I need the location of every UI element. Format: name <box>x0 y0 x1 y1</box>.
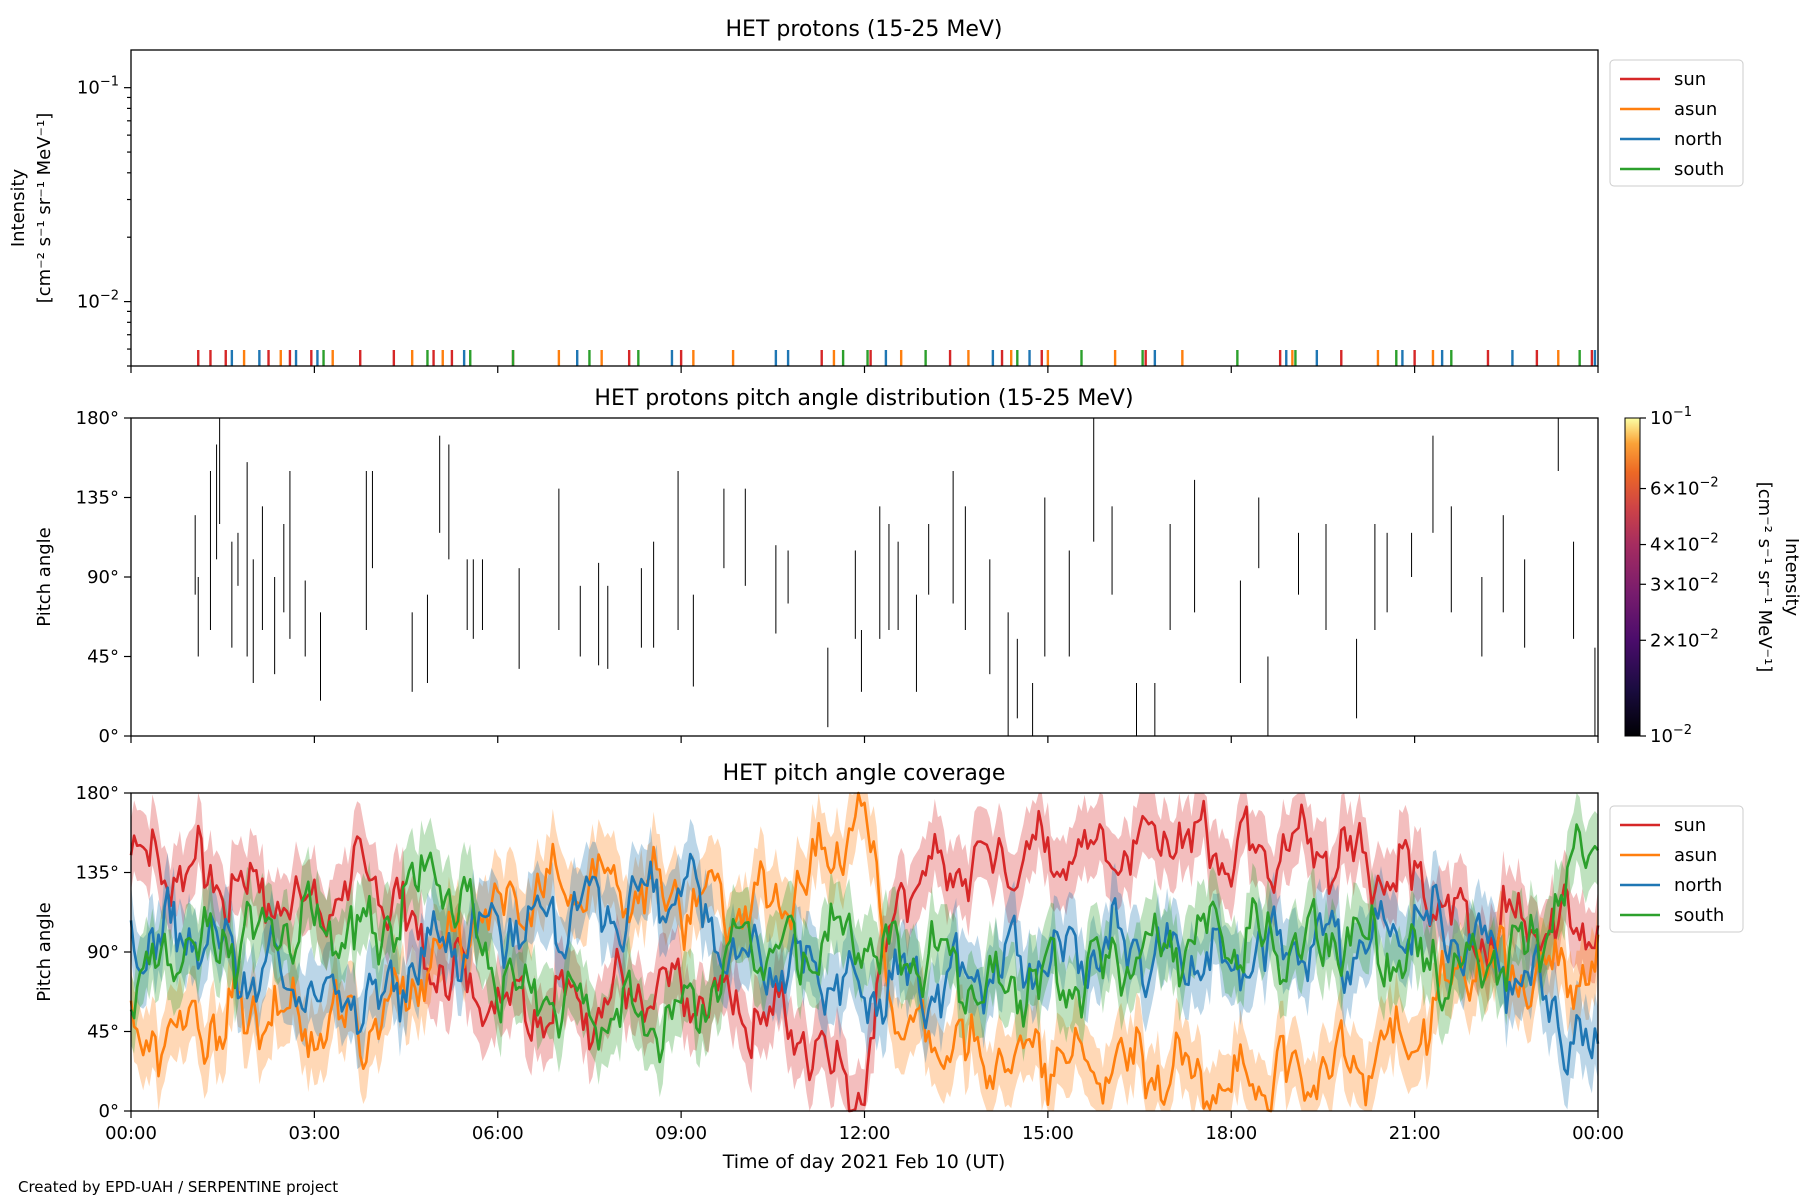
colorbar-tick-label: 6×10−2 <box>1650 476 1719 500</box>
legend-label-asun: asun <box>1674 845 1717 866</box>
intensity-plot-frame <box>130 49 1599 367</box>
pad-colorbar <box>1624 417 1641 737</box>
coverage-line-north <box>129 852 1600 1076</box>
coverage-panel-title: HET pitch angle coverage <box>723 761 1006 786</box>
pad-colorbar-units: [cm⁻² s⁻¹ sr⁻¹ MeV⁻¹] <box>1754 482 1775 673</box>
coverage-line-asun <box>129 791 1600 1113</box>
coverage-y-tick-label: 0° <box>99 1101 119 1122</box>
legend-box <box>1609 59 1744 187</box>
x-tick-label: 09:00 <box>655 1123 707 1144</box>
coverage-line-sun <box>129 799 1600 1113</box>
coverage-panel: HET pitch angle coverage 0° 45° 90° 135° 180… <box>34 761 1744 1173</box>
colorbar-tick-label: 2×10−2 <box>1650 627 1719 651</box>
coverage-y-ticks: 0° 45° 90° 135° 180° <box>76 783 131 1122</box>
legend-label-south: south <box>1674 905 1724 926</box>
intensity-y-tick-label: 10−2 <box>77 289 119 313</box>
pad-y-tick-label: 90° <box>87 567 119 588</box>
coverage-line-south <box>129 823 1600 1064</box>
intensity-y-units: [cm⁻² s⁻¹ sr⁻¹ MeV⁻¹] <box>34 113 55 304</box>
intensity-legend: sun asun north south <box>1609 59 1744 187</box>
x-tick-label: 00:00 <box>1572 1123 1624 1144</box>
pad-y-tick-label: 0° <box>99 726 119 747</box>
footer-credit: Created by EPD-UAH / SERPENTINE project <box>18 1178 339 1196</box>
coverage-band-sun <box>131 793 1598 1111</box>
intensity-y-label: Intensity <box>8 168 29 247</box>
coverage-y-tick-label: 45° <box>87 1022 119 1043</box>
colorbar-tick-label: 10−1 <box>1650 405 1692 429</box>
coverage-lines-group <box>129 791 1600 1113</box>
x-tick-label: 18:00 <box>1205 1123 1257 1144</box>
x-tick-label: 06:00 <box>472 1123 524 1144</box>
pad-y-tick-label: 135° <box>76 488 119 509</box>
colorbar-tick-label: 4×10−2 <box>1650 532 1719 556</box>
x-tick-label: 15:00 <box>1022 1123 1074 1144</box>
pad-y-tick-label: 45° <box>87 647 119 668</box>
intensity-y-ticks: 10−210−1 <box>77 75 131 367</box>
pad-segments-group <box>194 418 1596 736</box>
x-tick-label: 21:00 <box>1389 1123 1441 1144</box>
legend-label-north: north <box>1674 875 1722 896</box>
pad-panel-title: HET protons pitch angle distribution (15… <box>594 386 1133 411</box>
coverage-y-tick-label: 90° <box>87 942 119 963</box>
intensity-y-tick-label-exponent: −2 <box>100 289 119 304</box>
pad-colorbar-ticks: 10−2 2×10−2 3×10−2 4×10−2 6×10−2 10−1 <box>1640 405 1719 747</box>
coverage-y-tick-label: 180° <box>76 783 119 804</box>
legend-label-asun: asun <box>1674 99 1717 120</box>
coverage-x-ticks: 00:00 03:00 06:00 09:00 12:00 15:00 18:00 21:00… <box>105 1111 1624 1144</box>
coverage-y-tick-label: 135° <box>76 863 119 884</box>
colorbar-tick-label: 3×10−2 <box>1650 571 1719 595</box>
intensity-y-tick-label-base: 10 <box>77 78 100 99</box>
coverage-band-south <box>131 793 1598 1098</box>
intensity-y-tick-label-base: 10 <box>77 292 100 313</box>
intensity-x-ticks <box>130 366 1599 373</box>
intensity-series-group <box>197 350 1597 366</box>
coverage-legend: sun asun north south <box>1609 805 1744 933</box>
x-tick-label: 12:00 <box>839 1123 891 1144</box>
colorbar-tick-label: 10−2 <box>1650 723 1692 747</box>
x-tick-label: 03:00 <box>288 1123 340 1144</box>
x-tick-label: 00:00 <box>105 1123 157 1144</box>
intensity-panel-title: HET protons (15-25 MeV) <box>726 17 1003 42</box>
pad-x-ticks <box>130 736 1599 743</box>
legend-label-sun: sun <box>1674 815 1706 836</box>
pad-y-ticks: 0° 45° 90° 135° 180° <box>76 408 131 747</box>
pad-plot-frame <box>130 417 1599 737</box>
legend-label-south: south <box>1674 159 1724 180</box>
coverage-y-label: Pitch angle <box>34 902 55 1001</box>
pad-y-label: Pitch angle <box>34 527 55 626</box>
pad-panel: HET protons pitch angle distribution (15… <box>34 386 1800 747</box>
pad-y-tick-label: 180° <box>76 408 119 429</box>
intensity-y-tick-label: 10−1 <box>77 75 119 99</box>
pad-colorbar-label: Intensity <box>1781 538 1800 617</box>
intensity-panel: HET protons (15-25 MeV) 10−210−1 Intensi… <box>8 17 1744 373</box>
coverage-x-label: Time of day 2021 Feb 10 (UT) <box>722 1151 1006 1173</box>
intensity-y-tick-label-exponent: −1 <box>100 75 119 90</box>
coverage-band-asun <box>131 793 1598 1111</box>
legend-label-sun: sun <box>1674 69 1706 90</box>
legend-label-north: north <box>1674 129 1722 150</box>
legend-box <box>1609 805 1744 933</box>
